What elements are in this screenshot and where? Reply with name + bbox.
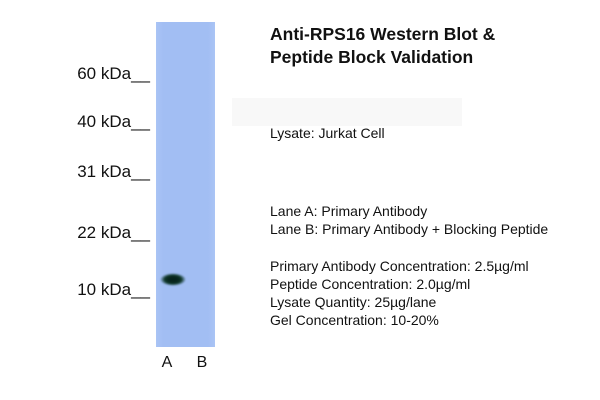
detail-antibody-concentration: Primary Antibody Concentration: 2.5µg/ml: [270, 258, 529, 274]
figure-title-line1: Anti-RPS16 Western Blot &: [270, 24, 496, 44]
marker-31kda: 31 kDa__: [77, 162, 150, 181]
marker-60kda: 60 kDa__: [77, 64, 150, 83]
detail-lysate-quantity: Lysate Quantity: 25µg/lane: [270, 294, 437, 310]
blot-membrane: [156, 22, 215, 347]
marker-22kda: 22 kDa__: [77, 223, 150, 242]
lane-b-label: B: [196, 354, 208, 371]
marker-40kda: 40 kDa__: [77, 112, 150, 131]
lysate-info: Lysate: Jurkat Cell: [270, 125, 385, 141]
lane-b-description: Lane B: Primary Antibody + Blocking Pept…: [270, 221, 549, 237]
scan-artifact-stripe: [232, 98, 462, 126]
lane-descriptions: Lane A: Primary Antibody Lane B: Primary…: [270, 202, 548, 238]
experiment-details: Primary Antibody Concentration: 2.5µg/ml…: [270, 257, 529, 329]
lane-a-description: Lane A: Primary Antibody: [270, 203, 428, 219]
marker-10kda: 10 kDa__: [77, 280, 150, 299]
detail-peptide-concentration: Peptide Concentration: 2.0µg/ml: [270, 276, 471, 292]
figure-title-line2: Peptide Block Validation: [270, 47, 474, 67]
protein-band-lane-a: [160, 273, 186, 286]
lane-a-label: A: [161, 354, 173, 371]
figure-title: Anti-RPS16 Western Blot & Peptide Block …: [270, 23, 495, 69]
detail-gel-concentration: Gel Concentration: 10-20%: [270, 312, 439, 328]
